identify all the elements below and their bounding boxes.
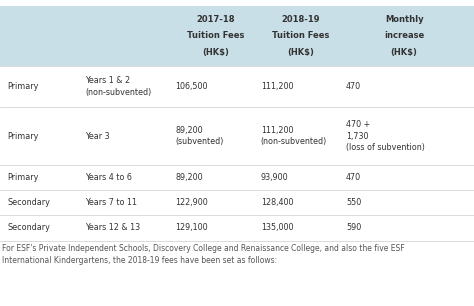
Text: (HK$): (HK$)	[391, 48, 418, 57]
Text: 111,200
(non-subvented): 111,200 (non-subvented)	[261, 126, 327, 146]
Text: Primary: Primary	[7, 173, 38, 182]
Text: Years 12 & 13: Years 12 & 13	[85, 223, 140, 233]
Bar	[0, 190, 474, 215]
Text: 590: 590	[346, 223, 361, 233]
Text: 111,200: 111,200	[261, 82, 293, 91]
Text: Secondary: Secondary	[7, 223, 50, 233]
Text: Years 7 to 11: Years 7 to 11	[85, 198, 137, 207]
Text: 106,500: 106,500	[175, 82, 208, 91]
Text: Year 3: Year 3	[85, 132, 110, 141]
Text: 89,200
(subvented): 89,200 (subvented)	[175, 126, 224, 146]
Text: Tuition Fees: Tuition Fees	[272, 32, 330, 40]
Bar	[0, 107, 474, 165]
Text: Primary: Primary	[7, 82, 38, 91]
Bar	[0, 165, 474, 190]
Text: 93,900: 93,900	[261, 173, 288, 182]
Text: (HK$): (HK$)	[202, 48, 229, 57]
Text: Years 4 to 6: Years 4 to 6	[85, 173, 132, 182]
Text: Secondary: Secondary	[7, 198, 50, 207]
Text: Years 1 & 2
(non-subvented): Years 1 & 2 (non-subvented)	[85, 76, 152, 97]
Text: (HK$): (HK$)	[288, 48, 314, 57]
Text: 550: 550	[346, 198, 361, 207]
Text: 129,100: 129,100	[175, 223, 208, 233]
Text: 128,400: 128,400	[261, 198, 293, 207]
Text: 2018-19: 2018-19	[282, 15, 320, 24]
Text: 122,900: 122,900	[175, 198, 208, 207]
Text: increase: increase	[384, 32, 424, 40]
Text: 470: 470	[346, 82, 361, 91]
Text: Monthly: Monthly	[385, 15, 423, 24]
Text: 470: 470	[346, 173, 361, 182]
Text: Tuition Fees: Tuition Fees	[187, 32, 245, 40]
Bar	[0, 66, 474, 107]
Text: 135,000: 135,000	[261, 223, 293, 233]
Text: For ESF's Private Independent Schools, Discovery College and Renaissance College: For ESF's Private Independent Schools, D…	[2, 244, 405, 265]
Text: Primary: Primary	[7, 132, 38, 141]
Text: 2017-18: 2017-18	[196, 15, 235, 24]
Bar	[0, 215, 474, 241]
Text: 89,200: 89,200	[175, 173, 203, 182]
Text: 470 +
1,730
(loss of subvention): 470 + 1,730 (loss of subvention)	[346, 120, 425, 152]
Bar	[0, 6, 474, 66]
